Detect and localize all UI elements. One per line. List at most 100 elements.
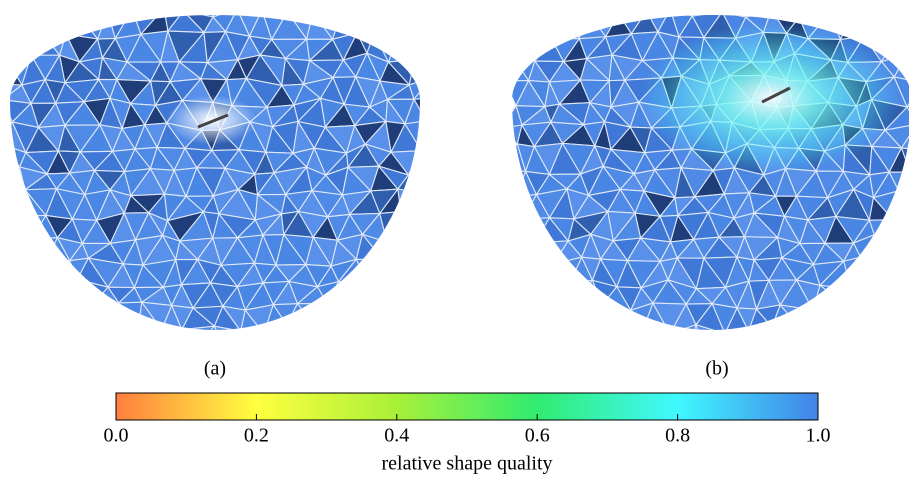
mesh-face [3, 239, 32, 257]
mesh-face [213, 0, 237, 17]
mesh-face [710, 0, 738, 12]
mesh-face [421, 193, 448, 218]
mesh-face [33, 258, 50, 287]
mesh-face [119, 302, 142, 333]
mesh-face [200, 0, 226, 17]
mesh-face [356, 259, 382, 284]
mesh-face [722, 0, 746, 17]
mesh-face [864, 16, 894, 40]
mesh-face [771, 0, 799, 17]
mesh-face [383, 242, 411, 260]
mesh-face [834, 329, 858, 350]
mesh-face [72, 305, 92, 325]
mesh-face [401, 193, 427, 218]
mesh-face [406, 285, 434, 310]
mesh-face [670, 0, 692, 16]
tick-label: 0.4 [384, 425, 409, 447]
mesh-face [570, 331, 588, 350]
mesh-face [355, 285, 383, 310]
mesh-face [383, 258, 411, 285]
mesh-face [359, 0, 379, 12]
mesh-face [497, 169, 525, 196]
mesh-face [193, 326, 228, 355]
mesh-face [61, 308, 87, 327]
mesh-face [619, 0, 647, 14]
mesh-face [654, 0, 688, 9]
mesh-face [170, 0, 200, 11]
mesh-face [241, 331, 264, 350]
mesh-face [874, 235, 907, 258]
mesh-face [383, 285, 406, 311]
mesh-face [307, 0, 330, 13]
mesh-face [423, 217, 448, 237]
mesh-face [513, 263, 537, 284]
mesh-face [342, 325, 369, 354]
mesh-face [4, 303, 33, 332]
mesh-face [820, 285, 851, 302]
mesh-face [58, 0, 76, 16]
mesh-face [855, 10, 879, 37]
mesh-face [893, 215, 909, 237]
mesh-face [569, 0, 586, 11]
mesh-face [8, 190, 25, 216]
mesh-face [378, 0, 410, 14]
mesh-face [855, 0, 879, 16]
mesh-face [609, 326, 630, 357]
mesh-face [512, 33, 534, 61]
mesh-face [395, 310, 423, 334]
mesh-face [409, 60, 432, 85]
mesh-face [570, 280, 592, 304]
mesh-face [806, 0, 835, 13]
mesh-face [632, 0, 653, 11]
mesh-face [423, 234, 448, 263]
mesh-face [600, 0, 632, 14]
mesh-face [504, 235, 532, 263]
mesh-face [646, 0, 670, 11]
mesh-face [226, 0, 255, 9]
mesh-face [746, 0, 772, 17]
mesh-face [417, 285, 446, 303]
mesh-face [20, 257, 48, 288]
mesh-face [841, 10, 864, 39]
mesh-face [262, 0, 288, 12]
mesh-face [587, 326, 620, 357]
mesh-face [890, 257, 909, 280]
mesh-face [330, 0, 359, 10]
mesh-face [890, 0, 909, 10]
mesh-face [883, 279, 908, 306]
mesh-face [892, 306, 909, 330]
mesh-face [380, 212, 401, 243]
mesh-face [405, 331, 437, 356]
mesh-face [383, 310, 406, 335]
mesh-face [374, 14, 401, 33]
mesh-face [514, 330, 539, 349]
mesh-face [137, 330, 161, 350]
mesh-face [410, 258, 436, 285]
mesh-face [772, 326, 798, 349]
mesh-face [902, 0, 909, 17]
mesh-face [401, 212, 427, 235]
mesh-face [46, 327, 73, 353]
mesh-face [97, 327, 121, 356]
mesh-face [271, 0, 307, 12]
mesh-face [415, 33, 450, 60]
mesh-face [15, 330, 46, 353]
mesh-face [861, 0, 890, 16]
mesh-face [791, 0, 806, 17]
mesh-face [164, 0, 183, 11]
mesh-face [755, 0, 791, 9]
mesh-face [421, 13, 445, 33]
mesh-face [878, 10, 901, 40]
panel-label: (a) [204, 358, 226, 380]
mesh-face [517, 11, 538, 34]
mesh-face [264, 325, 287, 352]
mesh-face [520, 302, 554, 332]
mesh-face [97, 0, 122, 13]
mesh-face [504, 282, 521, 303]
mesh-face [704, 334, 738, 354]
mesh-face [844, 289, 859, 306]
mesh-face [516, 219, 534, 243]
mesh-face [522, 11, 551, 39]
mesh-face [692, 0, 722, 16]
mesh-face [32, 238, 58, 259]
